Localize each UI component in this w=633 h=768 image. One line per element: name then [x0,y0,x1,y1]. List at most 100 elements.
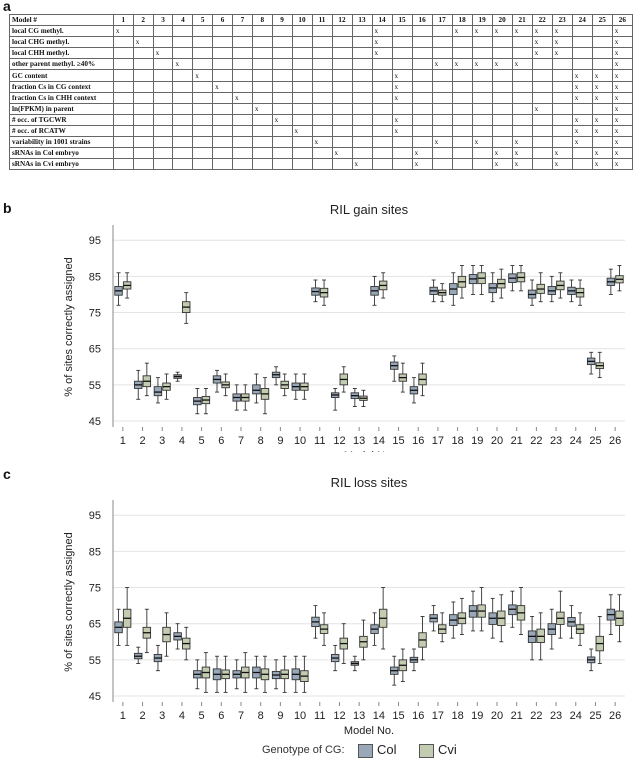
table-cell [431,80,453,93]
table-cell [591,36,613,49]
table-cell [112,102,134,115]
table-cell [152,58,174,71]
table-cell [231,102,253,115]
table-cell [451,36,473,49]
x-tick-label: 10 [294,710,306,722]
x-tick-label: 15 [392,435,404,447]
table-cell [152,113,174,126]
table-cell: x [391,69,413,82]
x-tick-label: 7 [238,710,244,722]
table-cell: x [271,113,293,126]
table-cell: x [371,25,393,38]
table-header-col-12: 12 [331,13,353,27]
table-cell [311,102,333,115]
table-cell: x [591,69,613,82]
table-cell [451,113,473,126]
table-cell [192,113,214,126]
table-cell [331,158,353,171]
table-cell [411,136,433,149]
table-cell: x [491,25,513,38]
table-cell: x [551,47,573,60]
table-row: variability in 1001 strains x x x x x x [9,136,633,149]
table-cell [431,69,453,82]
table-cell: x [311,136,333,149]
table-cell [491,36,513,49]
table-cell: x [551,147,573,160]
x-tick-label: 6 [218,710,224,722]
table-cell [192,47,214,60]
table-cell [411,102,433,115]
y-tick-label: 75 [89,308,101,320]
table-cell [311,113,333,126]
table-header-col-8: 8 [251,13,273,27]
table-cell [511,91,533,104]
table-row-label: fraction Cs in CG context [9,80,114,93]
table-cell [132,102,154,115]
table-cell: x [451,25,473,38]
table-cell [251,58,273,71]
table-cell [172,102,194,115]
table-cell [331,36,353,49]
table-cell [531,91,553,104]
table-row-label: fraction Cs in CHH context [9,91,114,104]
table-cell [192,102,214,115]
table-cell: x [411,158,433,171]
table-cell [271,36,293,49]
table-cell [112,158,134,171]
table-cell: x [411,147,433,160]
y-tick-label: 45 [89,691,101,703]
x-tick-label: 25 [589,435,601,447]
table-cell: x [591,124,613,138]
x-tick-label: 12 [333,710,345,722]
chart-title: RIL gain sites [330,202,409,217]
table-row-label: sRNAs in Cvi embryo [9,158,114,171]
table-cell: x [611,113,633,126]
table-cell [192,58,214,71]
table-cell [351,69,373,82]
table-header-col-20: 20 [491,13,513,27]
table-header-col-3: 3 [152,13,174,27]
table-cell: x [132,36,154,49]
table-cell: x [471,25,493,38]
table-cell [571,58,593,71]
table-cell [291,113,313,126]
table-cell [331,58,353,71]
table-cell [451,47,473,60]
table-cell [291,102,313,115]
table-cell [351,25,373,38]
table-header-col-25: 25 [591,13,613,27]
table-cell [231,80,253,93]
table-cell: x [611,136,633,149]
table-cell [531,147,553,160]
table-cell [491,47,513,60]
table-cell [172,158,194,171]
table-cell: x [531,47,553,60]
panel-label-a: a [3,0,11,14]
table-cell [152,80,174,93]
table-cell [411,58,433,71]
table-cell [351,80,373,93]
table-cell [551,91,573,104]
table-cell [112,147,134,160]
table-cell: x [172,58,194,71]
table-cell [371,113,393,126]
table-cell [291,80,313,93]
legend-swatch-col [358,744,373,758]
table-cell [431,25,453,38]
table-cell [212,113,233,126]
table-cell [192,25,214,38]
table-cell [451,80,473,93]
table-cell [491,91,513,104]
table-cell [231,158,253,171]
table-cell [431,147,453,160]
table-cell [471,113,493,126]
table-cell [411,113,433,126]
x-tick-label: 24 [570,710,582,722]
y-tick-label: 75 [89,583,101,595]
table-cell [591,47,613,60]
table-cell [431,113,453,126]
table-cell [411,69,433,82]
table-header-col-6: 6 [212,13,233,27]
table-cell [251,124,273,138]
table-row-label: local CHG methyl. [9,36,114,49]
